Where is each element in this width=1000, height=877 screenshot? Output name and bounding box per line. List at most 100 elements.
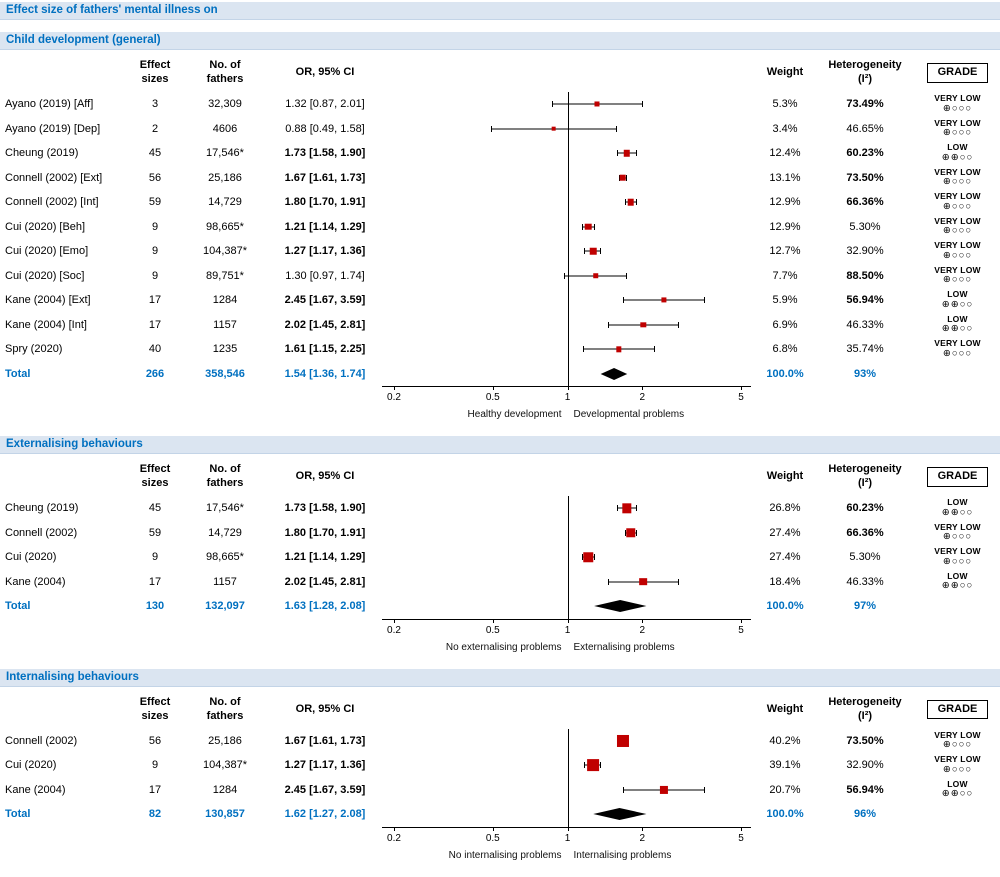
point-estimate-marker (640, 322, 646, 328)
fathers-value: 1235 (212, 343, 238, 356)
reference-line (567, 728, 569, 828)
i2-value: 66.36% (846, 196, 884, 209)
study-row: Cui (2020) [Beh] 9 98,665* 1.21 [1.14, 1.29… (0, 215, 1000, 240)
study-row: Ayano (2019) [Aff] 3 32,309 1.32 [0.87, 2.0… (0, 92, 1000, 117)
ci-cap-right (599, 762, 601, 769)
study-label: Connell (2002) [Int] (5, 196, 99, 209)
point-estimate-marker (619, 174, 627, 182)
or-ci-value: 1.32 [0.87, 2.01] (285, 98, 365, 111)
i2-value: 56.94% (846, 783, 884, 796)
fathers-value: 32,309 (208, 98, 242, 111)
effect-sizes-value: 3 (151, 98, 159, 111)
weight-value: 18.4% (769, 575, 801, 588)
study-label: Cui (2020) (5, 759, 57, 772)
axis-tick (492, 618, 494, 623)
ci-cap-right (593, 554, 595, 561)
axis-cell: 0.2 0.5 1 2 5 (380, 618, 755, 641)
grade-symbols: ⊕○○○ (942, 274, 973, 286)
study-row: Cheung (2019) 45 17,546* 1.73 [1.58, 1.90] 2… (0, 496, 1000, 521)
point-estimate-marker (660, 785, 669, 794)
grade-rating: VERY LOW (934, 215, 981, 226)
weight-value: 5.3% (772, 98, 798, 111)
forest-section: Internalising behaviours Effect sizes No. … (0, 668, 1000, 867)
col-header-effect-sizes: Effect sizes (139, 463, 171, 489)
i2-value: 60.23% (846, 502, 884, 515)
ci-cap-right (615, 125, 617, 132)
axis-row: 0.2 0.5 1 2 5 (0, 618, 1000, 641)
ci-cap-left (607, 321, 609, 328)
study-label: Connell (2002) (5, 734, 78, 747)
study-label: Cui (2020) (5, 551, 57, 564)
study-row: Cui (2020) 9 104,387* 1.27 [1.17, 1.36] 39.1… (0, 753, 1000, 778)
grade-symbols: ⊕○○○ (942, 127, 973, 139)
total-weight: 100.0% (766, 808, 804, 821)
axis-label-row: No externalising problems Externalising p… (0, 641, 1000, 659)
ci-cap-left (624, 529, 626, 536)
grade-cell: VERY LOW ⊕○○○ (915, 215, 1000, 237)
study-label: Kane (2004) [Ext] (5, 294, 91, 307)
effect-sizes-value: 9 (151, 759, 159, 772)
section-title: Internalising behaviours (0, 668, 1000, 687)
forest-plot-cell (380, 264, 755, 289)
summary-diamond (594, 600, 647, 613)
i2-value: 66.36% (846, 526, 884, 539)
ci-cap-right (636, 199, 638, 206)
fathers-value: 14,729 (208, 526, 242, 539)
axis-tick-label: 0.2 (387, 832, 401, 844)
forest-plot-cell (380, 313, 755, 338)
fathers-value: 1284 (212, 294, 238, 307)
axis-label-left: Healthy development (467, 409, 562, 420)
study-rows: Cheung (2019) 45 17,546* 1.73 [1.58, 1.90] 2… (0, 496, 1000, 619)
i2-value: 46.65% (846, 122, 884, 135)
or-ci-value: 1.73 [1.58, 1.90] (284, 147, 366, 160)
total-fathers: 132,097 (205, 600, 245, 613)
fathers-value: 14,729 (208, 196, 242, 209)
grade-cell: VERY LOW ⊕○○○ (915, 547, 1000, 567)
effect-sizes-value: 17 (148, 294, 162, 307)
axis-tick-label: 0.5 (485, 392, 500, 403)
grade-symbols: ⊕○○○ (942, 225, 973, 237)
or-ci-value: 1.30 [0.97, 1.74] (285, 269, 365, 282)
study-label: Ayano (2019) [Dep] (5, 122, 101, 135)
effect-sizes-value: 40 (148, 343, 162, 356)
or-ci-value: 1.80 [1.70, 1.91] (284, 526, 366, 539)
forest-plot-cell (380, 753, 755, 778)
ci-cap-left (607, 578, 609, 585)
weight-value: 12.4% (769, 147, 801, 160)
col-header-weight: Weight (766, 66, 804, 79)
study-row: Connell (2002) 56 25,186 1.67 [1.61, 1.73] 4… (0, 729, 1000, 754)
study-row: Kane (2004) [Int] 17 1157 2.02 [1.45, 2.81]… (0, 313, 1000, 338)
point-estimate-marker (551, 126, 557, 132)
total-or-ci: 1.63 [1.28, 2.08] (284, 600, 366, 613)
total-i2: 93% (853, 367, 877, 380)
study-rows: Ayano (2019) [Aff] 3 32,309 1.32 [0.87, 2.0… (0, 92, 1000, 386)
axis-tick-label: 1 (564, 832, 571, 844)
point-estimate-marker (661, 297, 667, 303)
grade-rating: LOW (947, 142, 968, 153)
study-label: Cheung (2019) (5, 502, 79, 515)
axis-tick (741, 618, 742, 623)
axis-tick-label: 2 (639, 832, 645, 844)
axis-tick (394, 386, 395, 390)
effect-sizes-value: 59 (148, 526, 162, 539)
grade-symbols: ⊕○○○ (942, 763, 973, 775)
sections-container: Child development (general) Effect sizes N… (0, 32, 1000, 867)
fathers-value: 98,665* (206, 220, 244, 233)
grade-cell: VERY LOW ⊕○○○ (915, 730, 1000, 751)
study-label: Cui (2020) [Soc] (5, 269, 85, 282)
axis-tick (492, 826, 494, 831)
study-label: Cui (2020) [Emo] (5, 245, 89, 258)
fathers-value: 25,186 (208, 734, 242, 747)
fathers-value: 104,387* (202, 245, 248, 258)
axis-label-left: No internalising problems (448, 849, 562, 861)
grade-symbols: ⊕⊕○○ (941, 323, 974, 335)
ci-cap-left (564, 272, 566, 279)
total-fathers: 358,546 (205, 367, 245, 380)
or-ci-value: 2.02 [1.45, 2.81] (284, 575, 366, 588)
study-label: Connell (2002) (5, 526, 78, 539)
study-row: Kane (2004) [Ext] 17 1284 2.45 [1.67, 3.59]… (0, 288, 1000, 313)
axis-tick (741, 386, 742, 390)
ci-cap-right (635, 505, 637, 512)
grade-symbols: ⊕○○○ (942, 200, 973, 212)
grade-cell: VERY LOW ⊕○○○ (915, 94, 1000, 114)
